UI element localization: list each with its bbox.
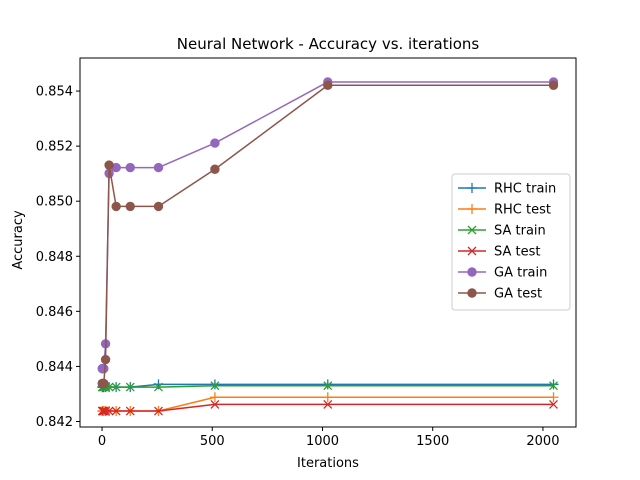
data-point-sa-test <box>323 399 333 409</box>
data-point-sa-test <box>549 399 558 409</box>
legend-entry-sa-train: SA train <box>458 224 546 239</box>
x-tick-label: 1500 <box>416 434 449 449</box>
legend-label: GA train <box>494 266 547 281</box>
y-tick-label: 0.844 <box>36 360 73 375</box>
data-point-rhc-train <box>548 379 559 390</box>
legend-label: RHC test <box>494 203 551 218</box>
legend-entry-ga-test: GA test <box>458 287 542 302</box>
x-tick-label: 1000 <box>306 434 339 449</box>
x-tick-label: 0 <box>98 434 106 449</box>
data-point-sa-test <box>210 399 220 409</box>
legend-swatch-marker <box>467 225 477 235</box>
data-point-ga-train <box>153 162 164 173</box>
data-point-sa-train <box>125 382 135 392</box>
legend-swatch-marker <box>467 183 477 193</box>
y-tick-label: 0.850 <box>36 195 73 210</box>
legend-label: SA test <box>494 245 540 260</box>
data-point-rhc-train <box>322 379 333 390</box>
axes-frame <box>79 57 577 428</box>
plot-area <box>97 77 559 417</box>
data-point-sa-train <box>549 381 558 391</box>
data-point-rhc-test <box>322 392 333 403</box>
data-point-sa-test <box>154 406 163 416</box>
x-tick-label: 2000 <box>526 434 559 449</box>
data-point-ga-test <box>111 201 121 212</box>
y-tick-label: 0.852 <box>36 140 73 155</box>
series-sa-test <box>97 399 558 416</box>
legend-swatch-marker <box>467 288 477 298</box>
data-point-sa-train <box>154 382 163 392</box>
legend-entry-sa-test: SA test <box>458 245 540 260</box>
data-point-ga-train <box>210 138 220 148</box>
y-tick-label: 0.842 <box>36 415 73 430</box>
data-point-ga-test <box>125 201 135 212</box>
legend-swatch-marker <box>467 204 477 214</box>
data-point-ga-test <box>548 80 559 90</box>
data-point-sa-test <box>101 406 111 416</box>
x-axis-title: Iterations <box>297 456 359 471</box>
data-point-rhc-test <box>548 392 559 403</box>
legend-box <box>451 173 571 311</box>
y-tick-label: 0.854 <box>36 85 73 100</box>
chart-title: Neural Network - Accuracy vs. iterations <box>177 35 480 53</box>
y-tick-label: 0.846 <box>36 305 73 320</box>
y-axis-title: Accuracy <box>11 210 26 270</box>
legend-label: SA train <box>494 224 546 239</box>
data-point-ga-test <box>104 160 114 170</box>
data-point-ga-train <box>99 363 109 374</box>
data-point-sa-test <box>104 406 114 416</box>
legend-label: GA test <box>494 287 542 302</box>
legend: RHC train RHC test SA train SA test GA train… <box>451 173 571 311</box>
data-point-ga-test <box>323 80 333 90</box>
legend-label: RHC train <box>494 182 556 197</box>
data-point-ga-train <box>125 162 135 173</box>
data-point-ga-test <box>153 201 164 212</box>
legend-entry-ga-train: GA train <box>458 266 547 281</box>
series-ga-test <box>97 80 559 389</box>
data-point-rhc-train <box>209 379 220 390</box>
data-point-rhc-test <box>209 392 220 403</box>
legend-entry-rhc-train: RHC train <box>458 182 556 197</box>
data-point-sa-train <box>323 381 333 391</box>
data-point-ga-test <box>99 378 109 389</box>
x-tick-label: 500 <box>200 434 225 449</box>
y-tick-label: 0.848 <box>36 250 73 265</box>
axis-ticks: 0 500 1000 1500 2000 0.842 0.844 0.846 0.848 0.85… <box>36 85 560 449</box>
data-point-sa-test <box>125 406 135 416</box>
data-point-sa-test <box>111 406 121 416</box>
data-point-ga-test <box>100 354 111 365</box>
data-point-sa-train <box>111 382 121 392</box>
legend-swatch-marker <box>467 246 477 256</box>
data-point-ga-test <box>210 164 220 174</box>
data-point-sa-train <box>210 381 220 391</box>
legend-swatch-marker <box>467 267 477 277</box>
legend-entry-rhc-test: RHC test <box>458 203 551 218</box>
